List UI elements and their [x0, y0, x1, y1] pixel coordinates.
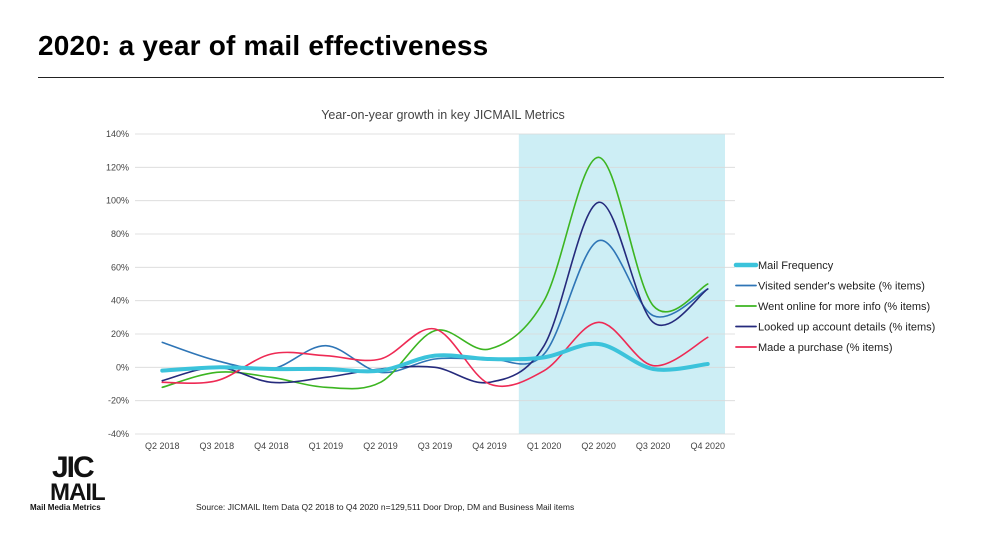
legend-label: Mail Frequency	[758, 260, 834, 272]
y-tick-label: 80%	[111, 229, 129, 239]
x-tick-label: Q2 2020	[581, 441, 616, 451]
y-tick-label: 60%	[111, 262, 129, 272]
x-tick-label: Q1 2019	[309, 441, 344, 451]
y-tick-label: 120%	[106, 162, 129, 172]
series-line-4	[161, 321, 709, 388]
series-line-3	[161, 201, 709, 384]
y-tick-label: 0%	[116, 362, 129, 372]
x-tick-label: Q3 2020	[636, 441, 671, 451]
chart-title: Year-on-year growth in key JICMAIL Metri…	[321, 108, 565, 122]
source-note: Source: JICMAIL Item Data Q2 2018 to Q4 …	[196, 502, 575, 512]
y-tick-label: 40%	[111, 296, 129, 306]
legend-label: Looked up account details (% items)	[758, 322, 935, 334]
y-tick-label: 100%	[106, 196, 129, 206]
x-tick-label: Q1 2020	[527, 441, 562, 451]
y-tick-label: -40%	[108, 429, 129, 439]
x-tick-label: Q2 2019	[363, 441, 398, 451]
legend-label: Went online for more info (% items)	[758, 301, 930, 313]
series-line-0	[160, 341, 710, 374]
x-tick-label: Q3 2019	[418, 441, 453, 451]
legend-label: Made a purchase (% items)	[758, 342, 893, 354]
svg-text:JIC: JIC	[52, 451, 94, 484]
x-tick-label: Q4 2019	[472, 441, 507, 451]
legend-label: Visited sender's website (% items)	[758, 281, 925, 293]
page-title: 2020: a year of mail effectiveness	[38, 30, 489, 61]
series-line-2	[161, 156, 709, 390]
y-tick-label: -20%	[108, 396, 129, 406]
logo-tagline: Mail Media Metrics	[30, 503, 101, 512]
svg-text:MAIL: MAIL	[50, 479, 105, 506]
highlight-band	[518, 134, 725, 434]
y-tick-label: 20%	[111, 329, 129, 339]
x-tick-label: Q2 2018	[145, 441, 180, 451]
x-tick-label: Q3 2018	[200, 441, 235, 451]
title-divider	[38, 77, 944, 78]
x-tick-label: Q4 2020	[690, 441, 725, 451]
jicmail-logo: JIC MAIL	[50, 451, 106, 506]
y-tick-label: 140%	[106, 129, 129, 139]
x-tick-label: Q4 2018	[254, 441, 289, 451]
